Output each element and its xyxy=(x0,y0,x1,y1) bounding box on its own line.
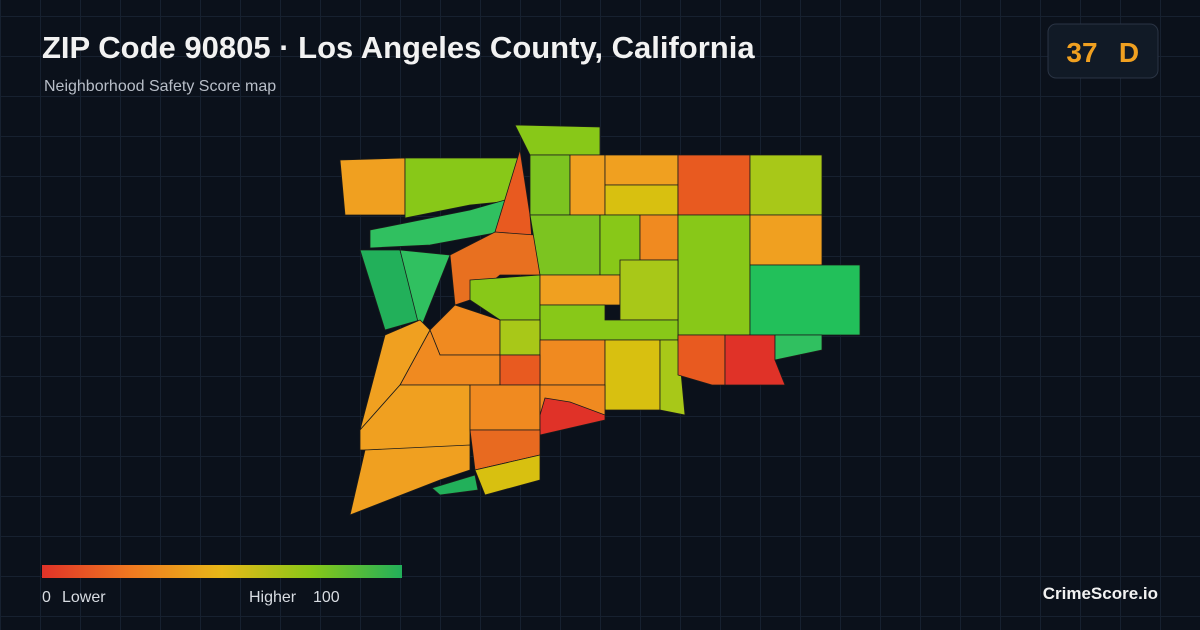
area xyxy=(724,334,786,386)
legend-min-label: Lower xyxy=(62,589,106,606)
score-badge xyxy=(1047,23,1159,79)
legend-max-label: Higher xyxy=(249,589,297,606)
area xyxy=(431,474,479,496)
subtitle: Neighborhood Safety Score map xyxy=(44,78,276,95)
area xyxy=(774,334,823,361)
legend-scale xyxy=(42,565,402,578)
area xyxy=(604,184,679,216)
brand: CrimeScore.io xyxy=(1043,584,1158,603)
area xyxy=(749,264,861,336)
area xyxy=(569,154,606,216)
area xyxy=(499,319,541,356)
zip-map xyxy=(339,124,861,516)
area xyxy=(749,154,823,216)
area xyxy=(677,214,751,336)
area xyxy=(604,339,661,411)
area xyxy=(619,259,679,321)
area xyxy=(399,249,451,332)
area xyxy=(499,354,541,386)
area xyxy=(529,154,571,216)
title: ZIP Code 90805 · Los Angeles County, Cal… xyxy=(42,30,755,65)
score-grade: D xyxy=(1119,37,1139,68)
area xyxy=(539,274,621,306)
area xyxy=(749,214,823,266)
area xyxy=(514,124,601,156)
area xyxy=(339,157,406,216)
area xyxy=(539,397,606,436)
area xyxy=(677,334,726,386)
area xyxy=(539,339,606,386)
area xyxy=(359,319,431,431)
area xyxy=(474,454,541,496)
area xyxy=(349,444,471,516)
area xyxy=(604,154,679,186)
area xyxy=(469,384,541,431)
area xyxy=(639,214,679,261)
legend-min: 0 xyxy=(42,589,51,606)
area xyxy=(529,214,601,276)
legend-max: 100 xyxy=(313,589,340,606)
score-value: 37 xyxy=(1066,37,1097,68)
area xyxy=(677,154,751,216)
